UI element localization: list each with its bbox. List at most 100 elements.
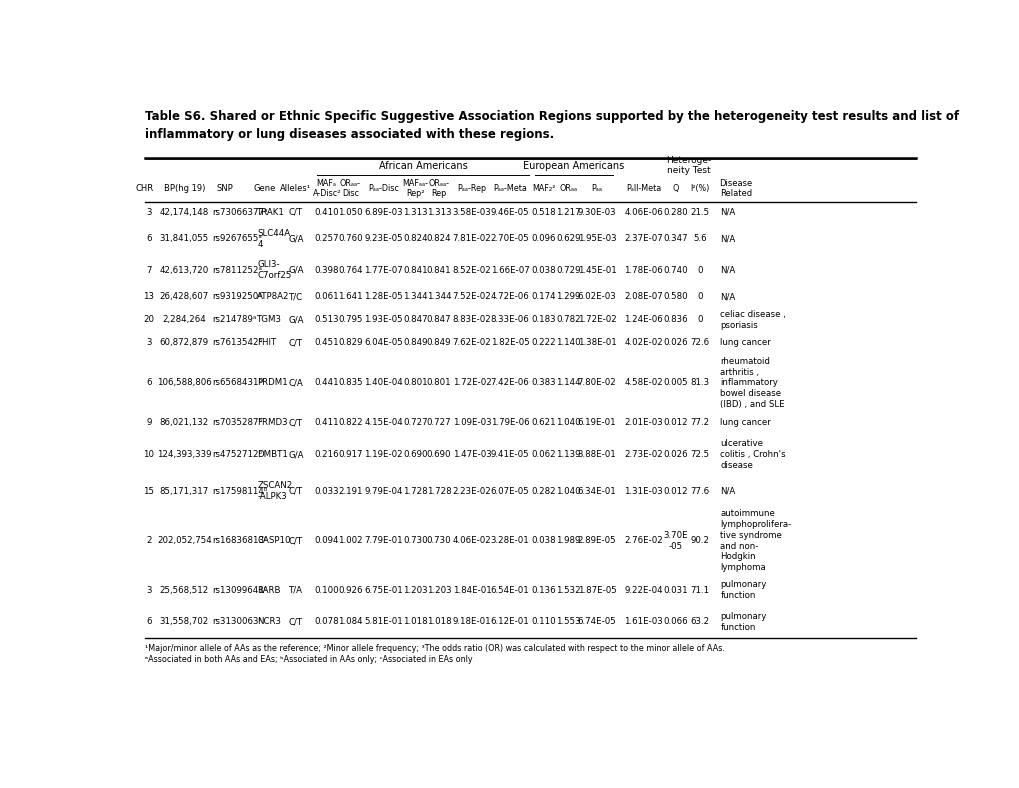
Text: 0.012: 0.012 (662, 487, 687, 496)
Text: 1.79E-06: 1.79E-06 (490, 418, 529, 427)
Text: 0.347: 0.347 (662, 234, 687, 243)
Text: rs9267655ᵃ: rs9267655ᵃ (212, 234, 262, 243)
Text: 31,841,055: 31,841,055 (160, 234, 209, 243)
Text: 0.441: 0.441 (314, 378, 338, 388)
Text: 1.553: 1.553 (555, 617, 581, 626)
Text: 1.95E-03: 1.95E-03 (577, 234, 615, 243)
Text: 2.23E-02: 2.23E-02 (452, 487, 491, 496)
Text: 15: 15 (144, 487, 154, 496)
Text: 42,613,720: 42,613,720 (160, 266, 209, 275)
Text: 1.47E-03: 1.47E-03 (452, 450, 491, 459)
Text: 3.58E-03: 3.58E-03 (452, 208, 491, 217)
Text: 0.849: 0.849 (403, 339, 427, 348)
Text: 0.513: 0.513 (314, 315, 338, 325)
Text: N/A: N/A (719, 487, 735, 496)
Text: Gene: Gene (254, 184, 276, 193)
Text: 9.22E-04: 9.22E-04 (624, 585, 662, 595)
Text: 7: 7 (146, 266, 152, 275)
Text: rs13099641ᶜ: rs13099641ᶜ (212, 585, 267, 595)
Text: Pₐₐ-Rep: Pₐₐ-Rep (458, 184, 486, 193)
Text: 72.5: 72.5 (690, 450, 708, 459)
Text: 6.74E-05: 6.74E-05 (577, 617, 615, 626)
Text: 3: 3 (146, 585, 152, 595)
Text: 0.580: 0.580 (662, 292, 687, 301)
Text: 6.02E-03: 6.02E-03 (577, 292, 615, 301)
Text: G/A: G/A (287, 315, 304, 325)
Text: 1.040: 1.040 (555, 418, 581, 427)
Text: 86,021,132: 86,021,132 (160, 418, 209, 427)
Text: BP(hg 19): BP(hg 19) (164, 184, 205, 193)
Text: CASP10: CASP10 (257, 537, 290, 545)
Text: 0.690: 0.690 (426, 450, 450, 459)
Text: 6.04E-05: 6.04E-05 (364, 339, 403, 348)
Text: 0.801: 0.801 (426, 378, 450, 388)
Text: 0.835: 0.835 (337, 378, 363, 388)
Text: 6.89E-03: 6.89E-03 (364, 208, 403, 217)
Text: 0: 0 (696, 292, 702, 301)
Text: 0.216: 0.216 (314, 450, 338, 459)
Text: 0.849: 0.849 (426, 339, 450, 348)
Text: 9.23E-05: 9.23E-05 (364, 234, 403, 243)
Text: 0.174: 0.174 (531, 292, 555, 301)
Text: 2.70E-05: 2.70E-05 (490, 234, 529, 243)
Text: lung cancer: lung cancer (719, 418, 770, 427)
Text: 1.45E-01: 1.45E-01 (577, 266, 615, 275)
Text: 77.6: 77.6 (690, 487, 708, 496)
Text: ᵃAssociated in both AAs and EAs; ᵇAssociated in AAs only; ᶜAssociated in EAs onl: ᵃAssociated in both AAs and EAs; ᵇAssoci… (145, 655, 472, 663)
Text: 0.727: 0.727 (403, 418, 427, 427)
Text: 0.061: 0.061 (314, 292, 338, 301)
Text: 6.34E-01: 6.34E-01 (577, 487, 615, 496)
Text: Disease
Related: Disease Related (718, 179, 752, 199)
Text: TGM3: TGM3 (257, 315, 282, 325)
Text: 2.76E-02: 2.76E-02 (624, 537, 662, 545)
Text: 6: 6 (146, 617, 152, 626)
Text: 8.33E-06: 8.33E-06 (490, 315, 529, 325)
Text: N/A: N/A (719, 234, 735, 243)
Text: 0.727: 0.727 (426, 418, 450, 427)
Text: C/T: C/T (288, 339, 303, 348)
Text: 0.383: 0.383 (531, 378, 555, 388)
Text: 9.30E-03: 9.30E-03 (577, 208, 615, 217)
Text: 1.139: 1.139 (555, 450, 580, 459)
Text: MAFₐₐ-
Rep²: MAFₐₐ- Rep² (401, 179, 428, 199)
Text: 9: 9 (146, 418, 152, 427)
Text: 7.79E-01: 7.79E-01 (364, 537, 403, 545)
Text: ATP8A2: ATP8A2 (257, 292, 289, 301)
Text: 0.038: 0.038 (531, 537, 555, 545)
Text: ¹Major/minor allele of AAs as the reference; ²Minor allele frequency; ³The odds : ¹Major/minor allele of AAs as the refere… (145, 644, 725, 652)
Text: 5.6: 5.6 (692, 234, 706, 243)
Text: 20: 20 (144, 315, 154, 325)
Text: 1.002: 1.002 (337, 537, 363, 545)
Text: rs6568431ᵇ: rs6568431ᵇ (212, 378, 262, 388)
Text: 31,558,702: 31,558,702 (160, 617, 209, 626)
Text: C/T: C/T (288, 418, 303, 427)
Text: 2.08E-07: 2.08E-07 (624, 292, 662, 301)
Text: 0.062: 0.062 (531, 450, 555, 459)
Text: 0.257: 0.257 (314, 234, 338, 243)
Text: 7.62E-02: 7.62E-02 (452, 339, 491, 348)
Text: 0.136: 0.136 (531, 585, 555, 595)
Text: 0.451: 0.451 (314, 339, 338, 348)
Text: 1.82E-05: 1.82E-05 (490, 339, 529, 348)
Text: GLI3-
C7orf25: GLI3- C7orf25 (257, 261, 291, 281)
Text: 3.70E
-05: 3.70E -05 (662, 531, 687, 551)
Text: 2.73E-02: 2.73E-02 (624, 450, 662, 459)
Text: 25,568,512: 25,568,512 (160, 585, 209, 595)
Text: 4.06E-06: 4.06E-06 (624, 208, 662, 217)
Text: Heteroge-
neity Test: Heteroge- neity Test (665, 156, 711, 175)
Text: I²(%): I²(%) (690, 184, 709, 193)
Text: G/A: G/A (287, 234, 304, 243)
Text: PRDM1: PRDM1 (257, 378, 287, 388)
Text: 1.38E-01: 1.38E-01 (577, 339, 615, 348)
Text: 0.782: 0.782 (555, 315, 581, 325)
Text: 0.926: 0.926 (338, 585, 363, 595)
Text: G/A: G/A (287, 450, 304, 459)
Text: 1.93E-05: 1.93E-05 (364, 315, 403, 325)
Text: N/A: N/A (719, 266, 735, 275)
Text: 6.12E-01: 6.12E-01 (490, 617, 529, 626)
Text: 1.09E-03: 1.09E-03 (452, 418, 491, 427)
Text: 0.110: 0.110 (531, 617, 555, 626)
Text: 6.75E-01: 6.75E-01 (364, 585, 403, 595)
Text: 2,284,264: 2,284,264 (162, 315, 206, 325)
Text: 0.801: 0.801 (403, 378, 427, 388)
